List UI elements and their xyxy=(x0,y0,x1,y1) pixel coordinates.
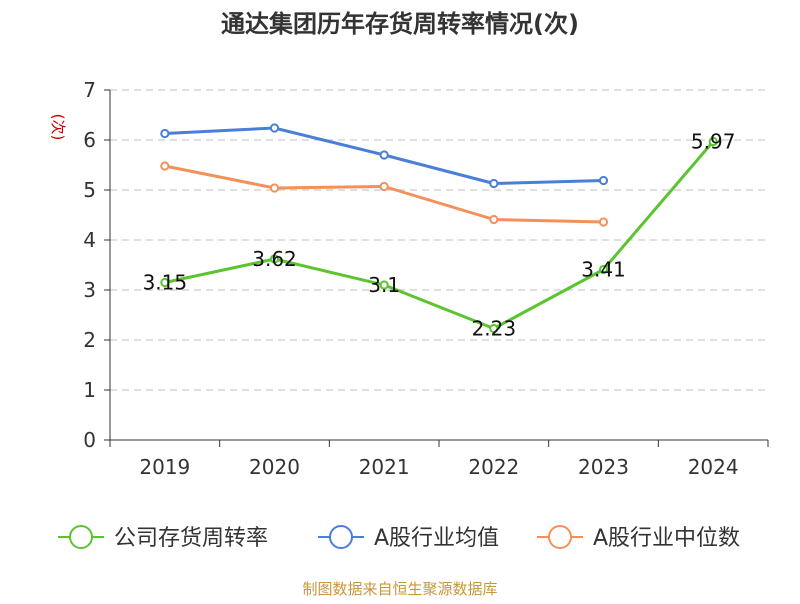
data-point xyxy=(160,128,170,139)
legend-label: A股行业中位数 xyxy=(593,526,740,551)
data-label: 5.97 xyxy=(691,130,736,154)
data-labels: 3.15 3.62 3.1 2.23 3.41 5.97 xyxy=(143,130,736,341)
y-tick-label: 4 xyxy=(83,228,96,252)
data-point xyxy=(269,123,280,133)
legend-label: A股行业均值 xyxy=(374,526,499,551)
x-tick-label: 2023 xyxy=(578,455,629,479)
data-label: 3.62 xyxy=(252,247,297,271)
x-tick-label: 2020 xyxy=(249,455,300,479)
legend: 公司存货周转率 A股行业均值 A股行业中位数 xyxy=(58,525,740,551)
legend-label: 公司存货周转率 xyxy=(114,526,268,551)
grid-lines xyxy=(110,89,768,391)
y-tick-label: 3 xyxy=(83,278,96,302)
data-label: 3.15 xyxy=(143,271,188,295)
data-point xyxy=(269,183,280,193)
x-tick-label: 2022 xyxy=(468,455,519,479)
y-tick-label: 5 xyxy=(83,178,96,202)
legend-marker xyxy=(548,525,572,549)
data-point xyxy=(598,175,609,186)
data-label: 2.23 xyxy=(472,317,517,341)
data-point xyxy=(489,178,499,189)
x-tick-label: 2019 xyxy=(139,455,190,479)
y-tick-label: 2 xyxy=(83,328,96,352)
legend-marker xyxy=(69,525,93,549)
series-layer xyxy=(160,123,718,334)
y-axis-label: (次) xyxy=(49,114,67,141)
legend-item: A股行业均值 xyxy=(318,525,499,551)
series-line xyxy=(163,164,605,224)
data-point xyxy=(489,323,499,334)
data-point xyxy=(489,214,499,225)
data-point xyxy=(160,277,170,288)
series-line xyxy=(163,140,715,330)
y-tick-label: 1 xyxy=(83,378,96,402)
axes: 0 1 2 3 4 5 6 7 2019 2020 2021 2022 2023 2024 xyxy=(83,78,769,479)
y-tick-label: 0 xyxy=(83,428,96,452)
legend-item: A股行业中位数 xyxy=(537,525,740,551)
data-point xyxy=(160,161,170,171)
data-label: 3.41 xyxy=(581,258,626,282)
data-label: 3.1 xyxy=(368,273,400,297)
data-point xyxy=(708,136,718,147)
data-point xyxy=(598,264,609,275)
data-point xyxy=(598,217,609,227)
legend-item: 公司存货周转率 xyxy=(58,525,268,551)
chart-title: 通达集团历年存货周转率情况(次) xyxy=(221,10,579,38)
data-point xyxy=(379,150,389,160)
source-note: 制图数据来自恒生聚源数据库 xyxy=(302,580,497,598)
y-tick-label: 7 xyxy=(83,78,96,102)
data-point xyxy=(269,254,280,264)
x-tick-label: 2021 xyxy=(359,455,410,479)
legend-marker xyxy=(329,525,353,549)
data-point xyxy=(379,181,389,192)
x-tick-label: 2024 xyxy=(688,455,739,479)
y-tick-label: 6 xyxy=(83,128,96,152)
data-point xyxy=(379,280,389,290)
